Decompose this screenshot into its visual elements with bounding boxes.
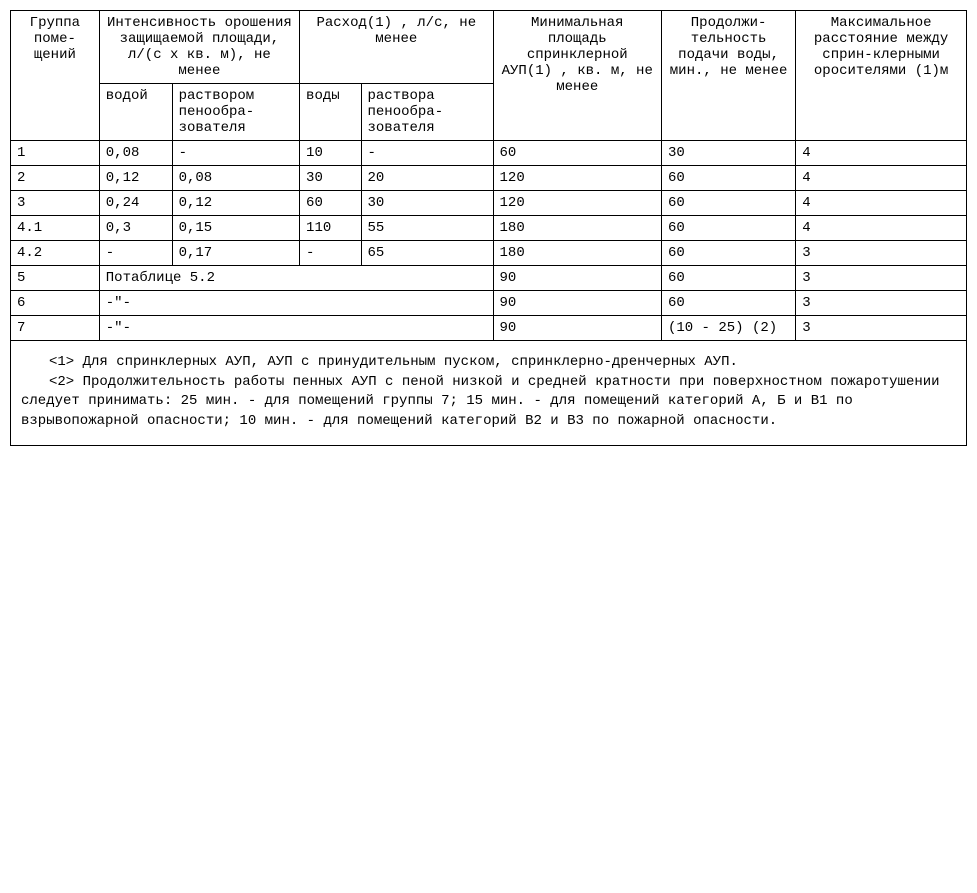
table-body: 10,08-10-6030420,120,08302012060430,240,… (11, 141, 967, 341)
table-cell: (10 - 25) (2) (661, 316, 795, 341)
table-cell: - (300, 241, 361, 266)
subheader-water2: воды (300, 84, 361, 141)
header-duration: Продолжи-тельность подачи воды, мин., не… (661, 11, 795, 141)
footnote-row: <1> Для спринклерных АУП, АУП с принудит… (11, 341, 967, 446)
table-foot: <1> Для спринклерных АУП, АУП с принудит… (11, 341, 967, 446)
footnote-cell: <1> Для спринклерных АУП, АУП с принудит… (11, 341, 967, 446)
table-cell: 30 (361, 191, 493, 216)
table-cell: - (361, 141, 493, 166)
table-cell: 30 (661, 141, 795, 166)
main-table: Группа поме-щений Интенсивность орошения… (10, 10, 967, 446)
table-cell: 3 (796, 291, 967, 316)
subheader-water: водой (99, 84, 172, 141)
table-cell: 90 (493, 291, 661, 316)
table-cell: 3 (796, 316, 967, 341)
table-row: 4.2-0,17-65180603 (11, 241, 967, 266)
header-area: Минимальная площадь спринклерной АУП(1) … (493, 11, 661, 141)
table-cell: 55 (361, 216, 493, 241)
table-cell: 60 (661, 191, 795, 216)
table-cell: 3 (796, 266, 967, 291)
footnote-2: <2> Продолжительность работы пенных АУП … (21, 373, 956, 432)
table-cell: 0,3 (99, 216, 172, 241)
table-cell: 0,17 (172, 241, 299, 266)
table-row: 6-"-90603 (11, 291, 967, 316)
table-cell: 30 (300, 166, 361, 191)
table-cell: 60 (661, 291, 795, 316)
table-cell: 4 (796, 166, 967, 191)
table-cell: 5 (11, 266, 100, 291)
table-cell: 90 (493, 316, 661, 341)
footnote-1: <1> Для спринклерных АУП, АУП с принудит… (21, 353, 956, 373)
table-row: 10,08-10-60304 (11, 141, 967, 166)
table-cell: 20 (361, 166, 493, 191)
table-cell-merged: Потаблице 5.2 (99, 266, 493, 291)
table-cell: 0,15 (172, 216, 299, 241)
table-cell-merged: -"- (99, 291, 493, 316)
subheader-foam2: раствора пенообра-зователя (361, 84, 493, 141)
table-cell: 90 (493, 266, 661, 291)
header-flow: Расход(1) , л/с, не менее (300, 11, 493, 84)
header-group: Группа поме-щений (11, 11, 100, 141)
table-cell: 60 (661, 241, 795, 266)
table-cell: 110 (300, 216, 361, 241)
table-row: 4.10,30,1511055180604 (11, 216, 967, 241)
table-cell: 0,08 (99, 141, 172, 166)
table-cell: 4 (796, 141, 967, 166)
table-cell: 4 (796, 216, 967, 241)
table-cell: - (172, 141, 299, 166)
table-cell: 60 (661, 216, 795, 241)
table-cell: 120 (493, 191, 661, 216)
table-row: 7-"-90(10 - 25) (2)3 (11, 316, 967, 341)
table-row: 5Потаблице 5.290603 (11, 266, 967, 291)
table-cell: 60 (493, 141, 661, 166)
table-cell: 120 (493, 166, 661, 191)
table-cell-merged: -"- (99, 316, 493, 341)
table-cell: 3 (11, 191, 100, 216)
table-cell: 4 (796, 191, 967, 216)
header-intensity: Интенсивность орошения защищаемой площад… (99, 11, 299, 84)
table-cell: 65 (361, 241, 493, 266)
table-cell: 0,12 (172, 191, 299, 216)
table-row: 20,120,083020120604 (11, 166, 967, 191)
header-row-1: Группа поме-щений Интенсивность орошения… (11, 11, 967, 84)
table-cell: 4.1 (11, 216, 100, 241)
table-cell: 60 (661, 166, 795, 191)
table-cell: 0,24 (99, 191, 172, 216)
table-cell: 60 (300, 191, 361, 216)
table-head: Группа поме-щений Интенсивность орошения… (11, 11, 967, 141)
table-cell: 6 (11, 291, 100, 316)
table-row: 30,240,126030120604 (11, 191, 967, 216)
table-cell: 10 (300, 141, 361, 166)
table-cell: - (99, 241, 172, 266)
table-cell: 7 (11, 316, 100, 341)
header-distance: Максимальное расстояние между сприн-клер… (796, 11, 967, 141)
table-cell: 3 (796, 241, 967, 266)
table-cell: 4.2 (11, 241, 100, 266)
subheader-foam: раствором пенообра-зователя (172, 84, 299, 141)
table-cell: 180 (493, 241, 661, 266)
table-cell: 180 (493, 216, 661, 241)
table-cell: 0,12 (99, 166, 172, 191)
table-cell: 0,08 (172, 166, 299, 191)
table-cell: 60 (661, 266, 795, 291)
table-cell: 1 (11, 141, 100, 166)
table-cell: 2 (11, 166, 100, 191)
